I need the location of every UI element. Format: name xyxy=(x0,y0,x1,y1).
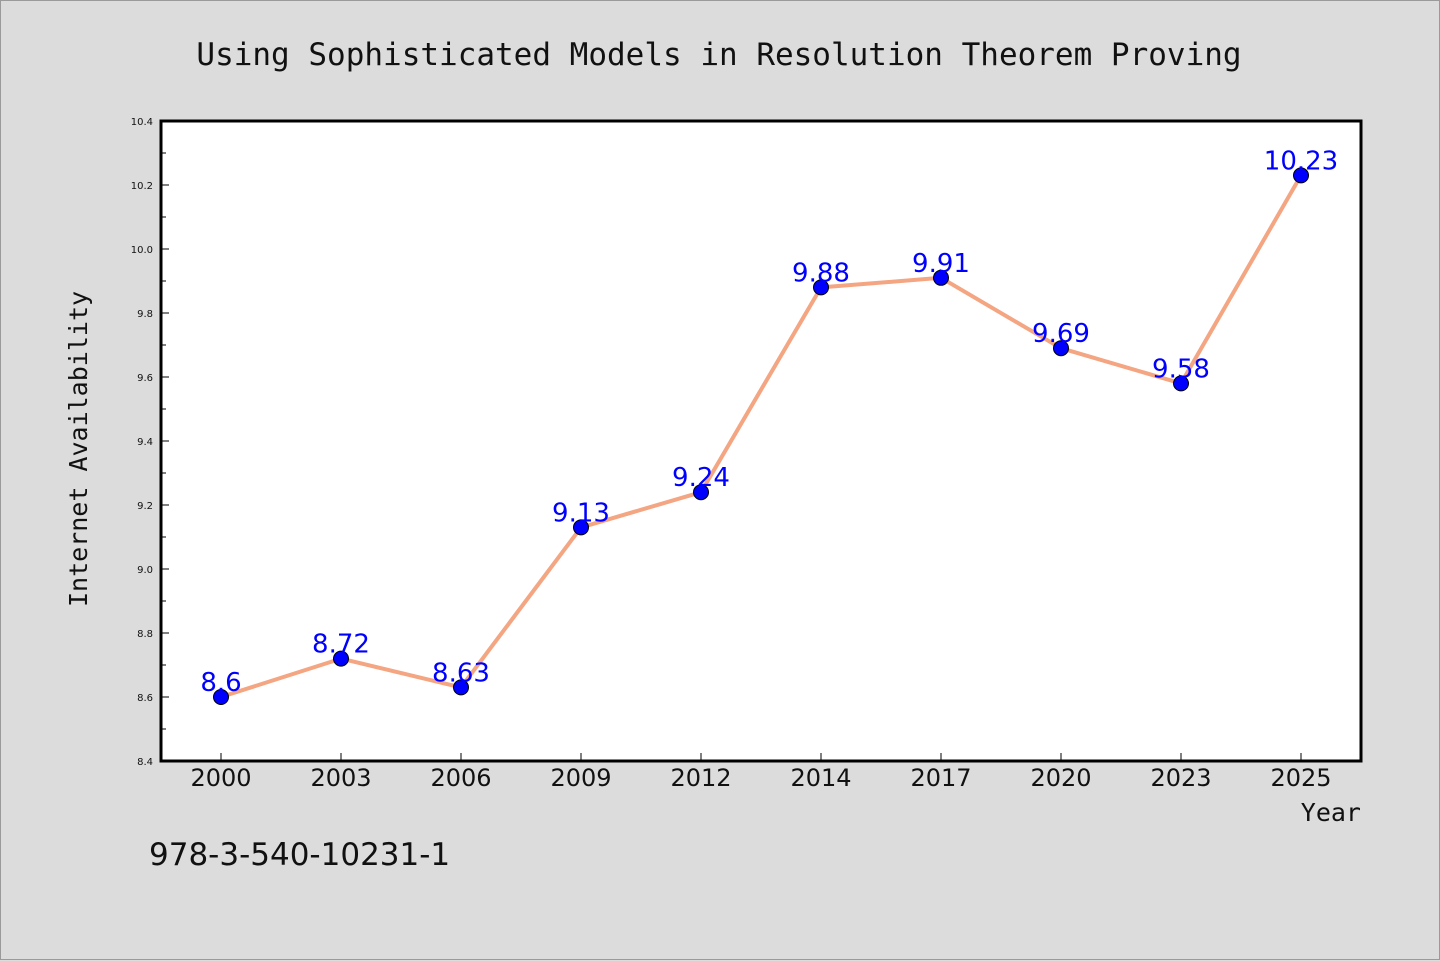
y-tick-label: 8.8 xyxy=(137,629,153,640)
x-tick-label: 2009 xyxy=(550,764,611,792)
x-axis: 2000 2003 2006 2009 2012 2014 2017 2020 2023 2025 xyxy=(190,753,1332,792)
data-label: 8.6 xyxy=(200,668,241,698)
x-tick-label: 2003 xyxy=(310,764,371,792)
data-label: 9.13 xyxy=(552,498,610,528)
data-point xyxy=(1053,340,1069,357)
x-tick-label: 2020 xyxy=(1030,764,1091,792)
x-tick-label: 2000 xyxy=(190,764,251,792)
x-tick-label: 2017 xyxy=(910,764,971,792)
data-point xyxy=(333,650,349,667)
data-point xyxy=(573,519,589,536)
data-labels-group: 8.6 8.72 8.63 9.13 9.24 9.88 9.91 9.69 9.58 10.23 xyxy=(200,146,1338,698)
y-axis: 8.4 8.6 8.8 9.0 9.2 9.4 9.6 9.8 10.0 10.2 10.4 xyxy=(131,117,169,768)
y-tick-label: 9.2 xyxy=(137,501,153,512)
data-point xyxy=(453,679,469,696)
chart-title: Using Sophisticated Models in Resolution… xyxy=(196,37,1241,73)
plot-area xyxy=(159,119,1363,763)
data-label: 9.69 xyxy=(1032,319,1090,349)
y-tick-label: 10.0 xyxy=(131,245,153,256)
x-tick-label: 2012 xyxy=(670,764,731,792)
data-label: 9.88 xyxy=(792,258,850,288)
data-label: 9.24 xyxy=(672,463,730,493)
data-label: 8.72 xyxy=(312,630,370,660)
data-point xyxy=(693,484,709,501)
data-label: 10.23 xyxy=(1264,146,1338,176)
data-label: 8.63 xyxy=(432,658,490,688)
y-tick-label: 10.2 xyxy=(131,181,153,192)
y-tick-label: 8.6 xyxy=(137,693,153,704)
data-point xyxy=(1293,167,1309,184)
data-label: 9.91 xyxy=(912,249,970,279)
y-axis-label: Internet Availability xyxy=(64,291,93,607)
data-label: 9.58 xyxy=(1152,354,1210,384)
isbn-footnote: 978-3-540-10231-1 xyxy=(149,837,450,873)
y-tick-label: 10.4 xyxy=(131,117,153,128)
y-tick-label: 8.4 xyxy=(137,757,153,768)
y-tick-label: 9.4 xyxy=(137,437,153,448)
x-tick-label: 2006 xyxy=(430,764,491,792)
data-point xyxy=(933,269,949,286)
y-tick-label: 9.6 xyxy=(137,373,153,384)
y-tick-label: 9.8 xyxy=(137,309,153,320)
data-point xyxy=(1173,375,1189,392)
x-tick-label: 2023 xyxy=(1150,764,1211,792)
y-tick-label: 9.0 xyxy=(137,565,153,576)
data-point xyxy=(213,689,229,705)
x-tick-label: 2014 xyxy=(790,764,851,792)
x-tick-label: 2025 xyxy=(1270,764,1331,792)
series-line xyxy=(219,173,1303,699)
x-axis-label: Year xyxy=(1301,798,1361,827)
series-group xyxy=(213,167,1309,705)
data-point xyxy=(813,279,829,296)
